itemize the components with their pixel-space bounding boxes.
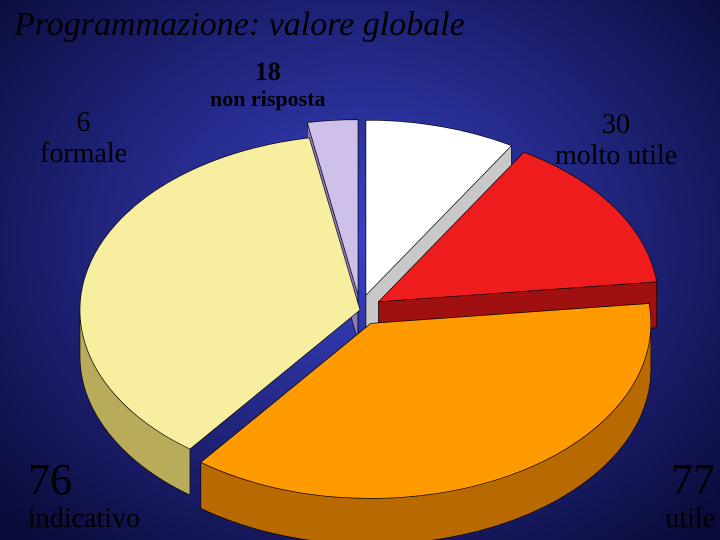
- label-text: indicativo: [28, 504, 140, 535]
- label-formale: 6formale: [40, 108, 127, 170]
- page-title: Programmazione: valore globale: [14, 6, 465, 44]
- label-text: molto utile: [555, 141, 677, 172]
- label-value: 6: [40, 108, 127, 139]
- title-text: Programmazione: valore globale: [14, 6, 465, 43]
- label-value: 77: [665, 456, 715, 504]
- label-indicativo: 76indicativo: [28, 456, 140, 535]
- label-text: utile: [665, 504, 715, 535]
- label-value: 76: [28, 456, 140, 504]
- label-molto_utile: 30molto utile: [555, 110, 677, 172]
- label-non_risposta: 18non risposta: [210, 58, 326, 111]
- label-text: non risposta: [210, 87, 326, 111]
- label-value: 18: [210, 58, 326, 87]
- label-value: 30: [555, 110, 677, 141]
- label-utile: 77utile: [665, 456, 715, 535]
- label-text: formale: [40, 139, 127, 170]
